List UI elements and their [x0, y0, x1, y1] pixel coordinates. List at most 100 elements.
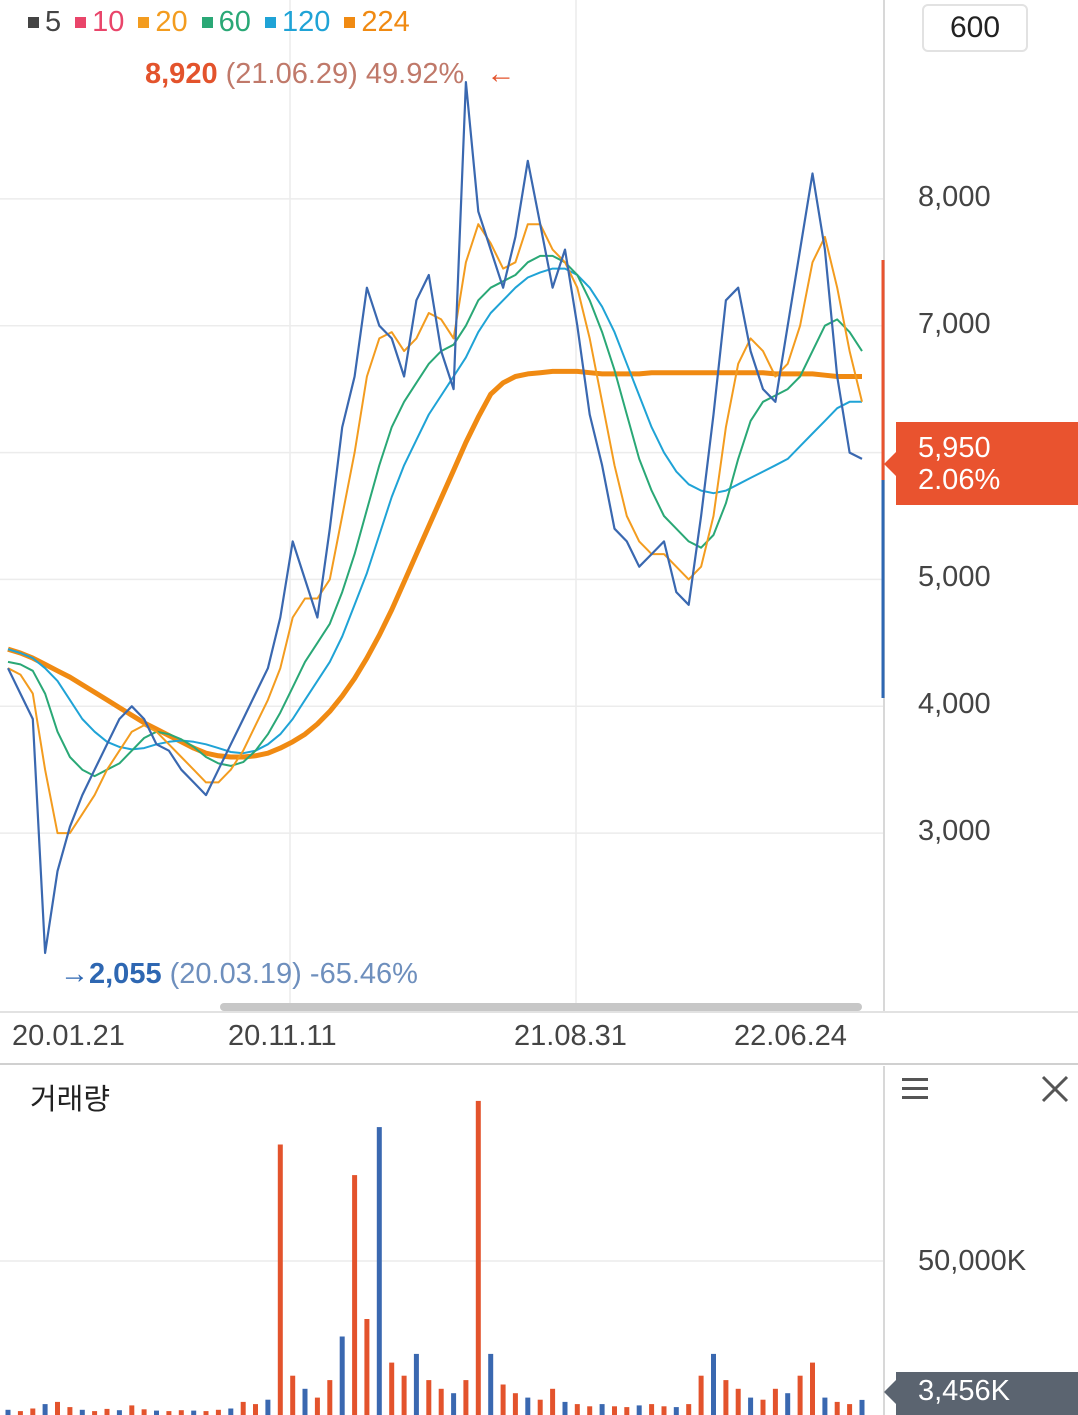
volume-bar — [5, 1409, 11, 1415]
volume-bar — [116, 1410, 122, 1415]
series-layer — [7, 80, 863, 955]
legend-swatch — [264, 17, 276, 28]
ma-line-5 — [7, 80, 863, 955]
volume-bar — [599, 1404, 605, 1415]
legend-item-224[interactable]: 224 — [344, 6, 410, 39]
price-gridlines — [0, 0, 884, 1012]
volume-bar — [847, 1404, 853, 1415]
volume-bar — [711, 1353, 716, 1415]
legend-label: 20 — [155, 6, 188, 38]
volume-bar — [215, 1409, 221, 1415]
ma-legend: 5 10 20 60 120 224 — [28, 6, 410, 39]
volume-bar — [475, 1100, 481, 1415]
legend-swatch — [75, 17, 87, 28]
volume-bar — [401, 1375, 407, 1415]
volume-bar — [17, 1411, 23, 1415]
current-price: 5,950 — [918, 432, 991, 464]
volume-bars — [5, 1100, 865, 1415]
volume-bar — [451, 1393, 457, 1415]
volume-bar — [834, 1401, 840, 1415]
volume-bar — [141, 1409, 147, 1415]
volume-bar — [79, 1409, 85, 1415]
volume-bar — [166, 1411, 172, 1415]
x-tick-label: 20.01.21 — [12, 1020, 125, 1052]
volume-bar — [265, 1399, 271, 1415]
volume-bar — [240, 1401, 246, 1415]
ma-line-120 — [7, 267, 862, 755]
period-button[interactable]: 600 — [922, 4, 1028, 52]
volume-bar — [302, 1388, 308, 1415]
high-annotation: 8,920 (21.06.29) 49.92% ← — [145, 58, 515, 91]
x-tick-label: 21.08.31 — [514, 1020, 627, 1052]
volume-bar — [191, 1410, 197, 1415]
volume-bar — [277, 1144, 283, 1415]
volume-bar — [438, 1388, 444, 1415]
volume-bar — [327, 1380, 333, 1415]
legend-label: 120 — [281, 6, 331, 38]
volume-bar — [376, 1127, 382, 1415]
current-price-badge: 5,950 2.06% — [884, 422, 1078, 505]
current-change: 2.06% — [918, 464, 1001, 496]
legend-item-120[interactable]: 120 — [264, 6, 331, 39]
volume-bar — [562, 1401, 568, 1415]
volume-bar — [55, 1401, 60, 1415]
price-tick-label: 5,000 — [918, 561, 991, 594]
volume-bar — [661, 1406, 667, 1415]
scroll-bar[interactable] — [220, 1003, 862, 1011]
legend-item-10[interactable]: 10 — [75, 6, 124, 39]
volume-bar — [587, 1406, 593, 1415]
volume-bar — [228, 1408, 234, 1415]
volume-bar — [42, 1404, 48, 1415]
volume-bar — [67, 1407, 73, 1415]
price-tick-label: 4,000 — [918, 688, 991, 721]
volume-bar — [574, 1404, 580, 1415]
low-date: (20.03.19) — [169, 958, 302, 990]
volume-bar — [822, 1397, 828, 1415]
legend-swatch — [201, 17, 213, 28]
price-tick-label: 8,000 — [918, 180, 991, 213]
arrow-right-icon: → — [60, 958, 89, 990]
arrow-left-icon: ← — [486, 58, 516, 90]
price-chart — [0, 0, 1078, 1065]
volume-bar — [673, 1407, 679, 1415]
volume-bar — [154, 1410, 159, 1415]
volume-bar — [104, 1408, 110, 1415]
legend-label: 10 — [92, 6, 125, 38]
volume-bar — [364, 1319, 370, 1415]
high-value: 8,920 — [145, 58, 218, 90]
legend-label: 60 — [218, 6, 251, 38]
legend-swatch — [138, 17, 150, 28]
legend-swatch — [28, 17, 39, 28]
legend-label: 5 — [45, 6, 62, 38]
volume-bar — [389, 1362, 395, 1415]
current-volume-badge: 3,456K — [884, 1372, 1078, 1415]
volume-bar — [488, 1353, 494, 1415]
volume-bar — [797, 1375, 803, 1415]
price-tick-label: 3,000 — [918, 815, 991, 848]
x-tick-label: 22.06.24 — [734, 1020, 847, 1052]
ma-line-60 — [7, 254, 863, 778]
volume-bar — [525, 1397, 531, 1415]
volume-bar — [772, 1388, 778, 1415]
volume-chart — [0, 1066, 885, 1415]
high-date: (21.06.29) — [225, 58, 358, 90]
volume-bar — [612, 1406, 617, 1415]
volume-bar — [92, 1411, 98, 1415]
volume-bar — [810, 1362, 815, 1415]
volume-bar — [253, 1404, 258, 1415]
close-icon[interactable] — [1040, 1074, 1070, 1104]
low-pct: -65.46% — [309, 958, 418, 990]
volume-bar — [686, 1404, 692, 1415]
menu-icon[interactable] — [900, 1076, 930, 1102]
volume-bar — [352, 1175, 358, 1415]
legend-item-5[interactable]: 5 — [28, 6, 61, 39]
volume-bar — [178, 1410, 184, 1415]
volume-bar — [550, 1388, 556, 1415]
volume-bar — [636, 1405, 642, 1415]
high-pct: 49.92% — [365, 58, 465, 90]
volume-bar — [723, 1380, 729, 1415]
volume-bar — [203, 1411, 209, 1415]
legend-item-20[interactable]: 20 — [138, 6, 188, 39]
legend-item-60[interactable]: 60 — [201, 6, 251, 39]
volume-bar — [748, 1397, 754, 1415]
